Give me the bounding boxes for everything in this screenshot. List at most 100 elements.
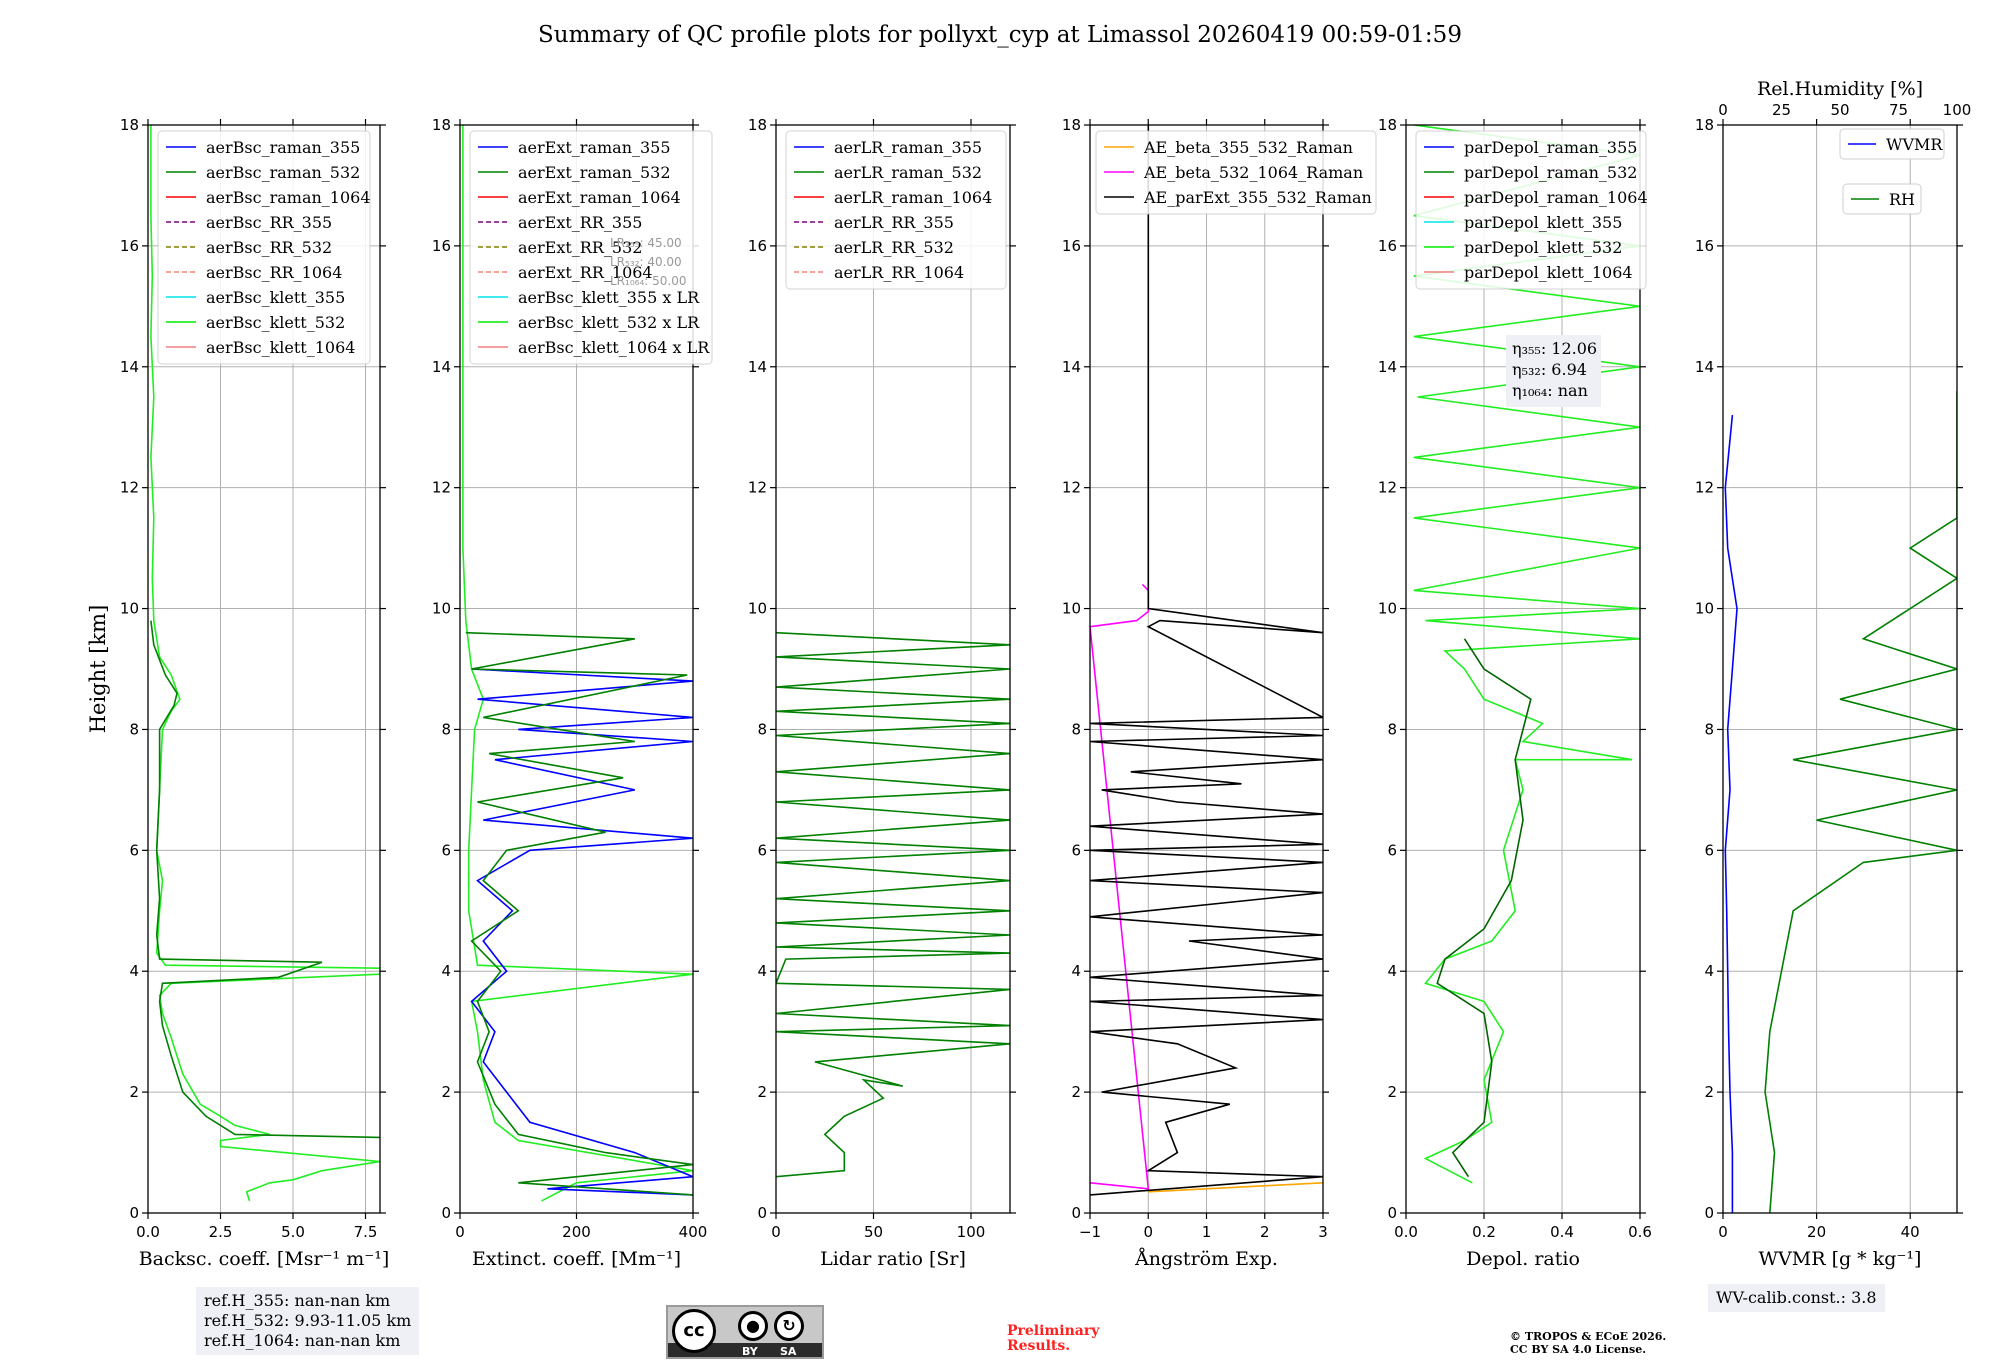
y-tick-label: 14 — [120, 358, 139, 376]
series-line-AE_parExt_355_532_Raman — [1090, 125, 1323, 1196]
x-tick-label: 40 — [1901, 1223, 1920, 1241]
y-tick-label: 12 — [1695, 479, 1714, 497]
top-x-tick-label: 50 — [1830, 101, 1849, 119]
x-tick-label: 0 — [455, 1223, 465, 1241]
legend-label: aerBsc_klett_355 — [206, 288, 345, 307]
eta-annotation: η₃₅₅: 12.06 — [1512, 339, 1597, 358]
y-tick-label: 12 — [748, 479, 767, 497]
series-group — [150, 125, 380, 1202]
legend-label: aerBsc_klett_532 x LR — [518, 313, 700, 332]
y-tick-label: 14 — [1378, 358, 1397, 376]
y-tick-label: 0 — [1704, 1204, 1714, 1222]
series-line-WVMR — [1724, 415, 1738, 1213]
y-tick-label: 14 — [748, 358, 767, 376]
x-axis-label: Backsc. coeff. [Msr⁻¹ m⁻¹] — [139, 1248, 390, 1270]
top-x-tick-label: 100 — [1943, 101, 1972, 119]
cc-by-label: BY — [742, 1345, 758, 1358]
legend-label: aerBsc_klett_532 — [206, 313, 345, 332]
x-tick-label: 200 — [562, 1223, 591, 1241]
legend-label: aerBsc_raman_355 — [206, 138, 360, 157]
panel-wv: 0 20 40 0 2 4 6 8 10 12 14 16 18 WVMR [g * kg⁻¹] 0 25 50… — [1695, 78, 1971, 1270]
sa-share-alike-icon: ↻ — [774, 1311, 804, 1341]
y-tick-label: 10 — [432, 600, 451, 618]
legend-box — [785, 130, 1007, 290]
y-tick-label: 10 — [1062, 600, 1081, 618]
y-tick-label: 0 — [757, 1204, 767, 1222]
lr-annotation: LR₃₅₅: 45.00 — [610, 236, 682, 250]
legend-label: aerBsc_klett_355 x LR — [518, 288, 700, 307]
wv-calib-text: WV-calib.const.: 3.8 — [1716, 1288, 1877, 1307]
y-tick-label: 0 — [1071, 1204, 1081, 1222]
legend-label: aerExt_raman_532 — [518, 163, 671, 182]
y-tick-label: 12 — [1062, 479, 1081, 497]
series-line-parDepol_raman_532 — [1436, 638, 1532, 1178]
legend-box — [1095, 130, 1377, 215]
x-tick-label: 0 — [1143, 1223, 1153, 1241]
series-line-parDepol_klett_532 — [1413, 125, 1640, 1184]
x-tick-label: 0.2 — [1472, 1223, 1496, 1241]
legend-label: RH — [1889, 190, 1915, 209]
legend-label: aerBsc_raman_532 — [206, 163, 360, 182]
axes-frame — [1722, 124, 1958, 1214]
x-tick-label: 100 — [957, 1223, 986, 1241]
top-x-axis-label: Rel.Humidity [%] — [1757, 78, 1923, 100]
legend-label: aerBsc_raman_1064 — [206, 188, 371, 207]
cc-license-badge: cc ● ↻ BY SA — [666, 1305, 824, 1359]
y-tick-label: 12 — [1378, 479, 1397, 497]
legend-label: aerBsc_RR_355 — [206, 213, 332, 232]
wv-calib-box: WV-calib.const.: 3.8 — [1708, 1284, 1885, 1312]
legend-label: parDepol_raman_1064 — [1464, 188, 1648, 207]
top-x-tick-label: 0 — [1718, 101, 1728, 119]
series-line-aerBsc_raman_532 — [150, 620, 380, 1139]
x-axis-label: WVMR [g * kg⁻¹] — [1759, 1248, 1922, 1270]
legend-label: aerLR_RR_532 — [834, 238, 954, 257]
x-tick-label: 0 — [1718, 1223, 1728, 1241]
legend-label: aerBsc_klett_1064 x LR — [518, 338, 710, 357]
y-tick-label: 18 — [748, 116, 767, 134]
axes-frame — [775, 124, 1011, 1214]
top-x-tick-label: 75 — [1889, 101, 1908, 119]
y-tick-label: 4 — [1071, 962, 1081, 980]
legend-box — [469, 130, 713, 365]
series-group — [1413, 125, 1640, 1184]
series-line-aerBsc_klett_532 x LR — [462, 125, 693, 1202]
y-tick-label: 18 — [1695, 116, 1714, 134]
cc-sa-label: SA — [780, 1345, 797, 1358]
y-tick-label: 8 — [757, 720, 767, 738]
y-tick-label: 8 — [129, 720, 139, 738]
ref-height-532: ref.H_532: 9.93-11.05 km — [204, 1311, 412, 1330]
y-tick-label: 2 — [757, 1083, 767, 1101]
series-group — [1724, 391, 1957, 1213]
y-tick-label: 10 — [1378, 600, 1397, 618]
eta-box — [1506, 335, 1601, 407]
y-tick-label: 12 — [432, 479, 451, 497]
y-tick-label: 8 — [441, 720, 451, 738]
y-tick-label: 6 — [1704, 841, 1714, 859]
y-tick-label: 6 — [1071, 841, 1081, 859]
y-tick-label: 0 — [441, 1204, 451, 1222]
x-axis-label: Depol. ratio — [1466, 1248, 1580, 1270]
legend-box — [1839, 128, 1945, 160]
figure-title: Summary of QC profile plots for pollyxt_… — [538, 22, 1462, 48]
lr-annotation: LR₅₃₂: 40.00 — [610, 255, 682, 269]
y-tick-label: 16 — [748, 237, 767, 255]
x-tick-label: 2.5 — [209, 1223, 233, 1241]
legend-label: parDepol_raman_355 — [1464, 138, 1637, 157]
top-x-tick-label: 25 — [1772, 101, 1791, 119]
y-tick-label: 18 — [1378, 116, 1397, 134]
y-tick-label: 4 — [757, 962, 767, 980]
y-tick-label: 16 — [1695, 237, 1714, 255]
series-line-AE_beta_355_532_Raman — [1148, 1182, 1323, 1193]
y-tick-label: 16 — [120, 237, 139, 255]
panel-depol: 0.0 0.2 0.4 0.6 0 2 4 6 8 10 12 14 16 18 Depol. ratio p… — [1378, 116, 1652, 1270]
x-tick-label: 2 — [1260, 1223, 1270, 1241]
y-tick-label: 18 — [1062, 116, 1081, 134]
legend-label: aerLR_RR_1064 — [834, 263, 964, 282]
eta-annotation: η₅₃₂: 6.94 — [1512, 360, 1587, 379]
eta-annotation: η₁₀₆₄: nan — [1512, 381, 1588, 400]
y-tick-label: 14 — [1695, 358, 1714, 376]
legend-label: aerExt_RR_532 — [518, 238, 642, 257]
preliminary-note: Preliminary Results. — [1007, 1323, 1100, 1354]
